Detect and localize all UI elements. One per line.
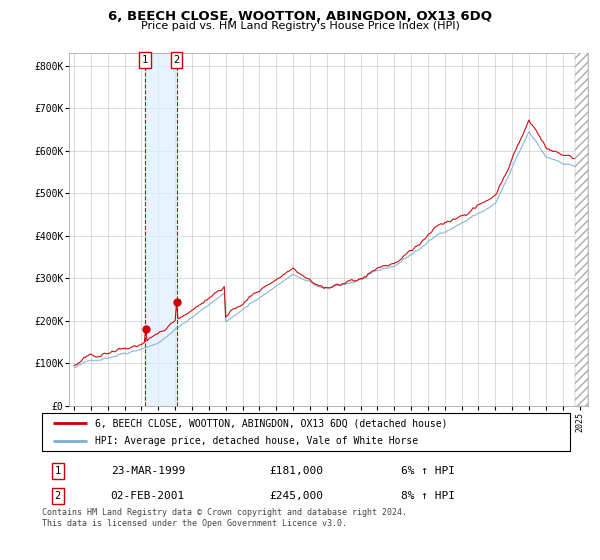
Bar (575, 53, 588, 406)
Bar (145, 53, 176, 406)
Text: 2: 2 (55, 491, 61, 501)
Text: 6, BEECH CLOSE, WOOTTON, ABINGDON, OX13 6DQ: 6, BEECH CLOSE, WOOTTON, ABINGDON, OX13 … (108, 10, 492, 23)
Text: 6, BEECH CLOSE, WOOTTON, ABINGDON, OX13 6DQ (detached house): 6, BEECH CLOSE, WOOTTON, ABINGDON, OX13 … (95, 418, 448, 428)
Text: 1: 1 (142, 55, 148, 65)
Text: £245,000: £245,000 (269, 491, 323, 501)
Text: 2: 2 (173, 55, 180, 65)
Text: Price paid vs. HM Land Registry's House Price Index (HPI): Price paid vs. HM Land Registry's House … (140, 21, 460, 31)
Text: 8% ↑ HPI: 8% ↑ HPI (401, 491, 455, 501)
Text: 02-FEB-2001: 02-FEB-2001 (110, 491, 185, 501)
Text: 6% ↑ HPI: 6% ↑ HPI (401, 466, 455, 476)
FancyBboxPatch shape (42, 413, 570, 451)
Text: £181,000: £181,000 (269, 466, 323, 476)
Text: 1: 1 (55, 466, 61, 476)
Bar (575, 53, 588, 406)
Text: 23-MAR-1999: 23-MAR-1999 (110, 466, 185, 476)
Text: Contains HM Land Registry data © Crown copyright and database right 2024.
This d: Contains HM Land Registry data © Crown c… (42, 508, 407, 528)
Text: HPI: Average price, detached house, Vale of White Horse: HPI: Average price, detached house, Vale… (95, 436, 418, 446)
